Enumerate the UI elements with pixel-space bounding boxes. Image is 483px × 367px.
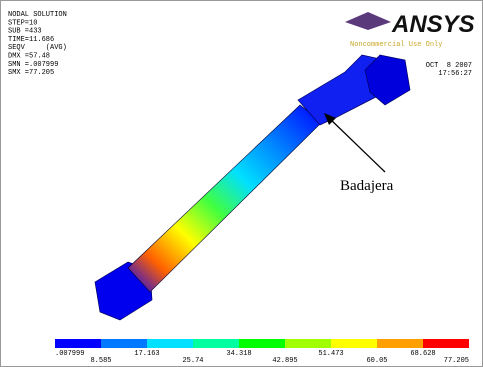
- header-line: SMX =77.205: [8, 69, 54, 77]
- legend-label: 60.05: [366, 357, 387, 365]
- legend-label: 77.205: [444, 357, 469, 365]
- legend-swatch: [423, 339, 469, 348]
- time: 17:56:27: [438, 70, 472, 78]
- legend-label: .007999: [55, 350, 84, 358]
- legend-label: 51.473: [318, 350, 343, 358]
- date: OCT 8 2007: [426, 62, 472, 70]
- legend-swatch: [239, 339, 285, 348]
- screenshot: NODAL SOLUTIONSTEP=10SUB =433TIME=11.686…: [0, 0, 483, 367]
- logo-name: ANSYS: [391, 11, 475, 38]
- header-line: STEP=10: [8, 19, 37, 27]
- legend-swatch: [331, 339, 377, 348]
- header-line: SUB =433: [8, 28, 42, 36]
- legend-label: 42.895: [272, 357, 297, 365]
- header-line: NODAL SOLUTION: [8, 11, 67, 19]
- legend-label: 25.74: [182, 357, 203, 365]
- legend-swatch: [101, 339, 147, 348]
- legend-swatch: [193, 339, 239, 348]
- logo-note: Noncommercial Use Only: [350, 41, 442, 49]
- legend-label: 17.163: [134, 350, 159, 358]
- legend-label: 34.318: [226, 350, 251, 358]
- legend-swatch: [285, 339, 331, 348]
- header-line: DMX =57.48: [8, 53, 50, 61]
- legend-swatch: [377, 339, 423, 348]
- legend-label: 8.585: [90, 357, 111, 365]
- legend-label: 68.628: [410, 350, 435, 358]
- annotation: Badajera: [340, 178, 394, 194]
- header-line: SEQV (AVG): [8, 44, 67, 52]
- legend-swatch: [55, 339, 101, 348]
- header-line: SMN =.007999: [8, 61, 58, 69]
- header-line: TIME=11.686: [8, 36, 54, 44]
- legend-swatch: [147, 339, 193, 348]
